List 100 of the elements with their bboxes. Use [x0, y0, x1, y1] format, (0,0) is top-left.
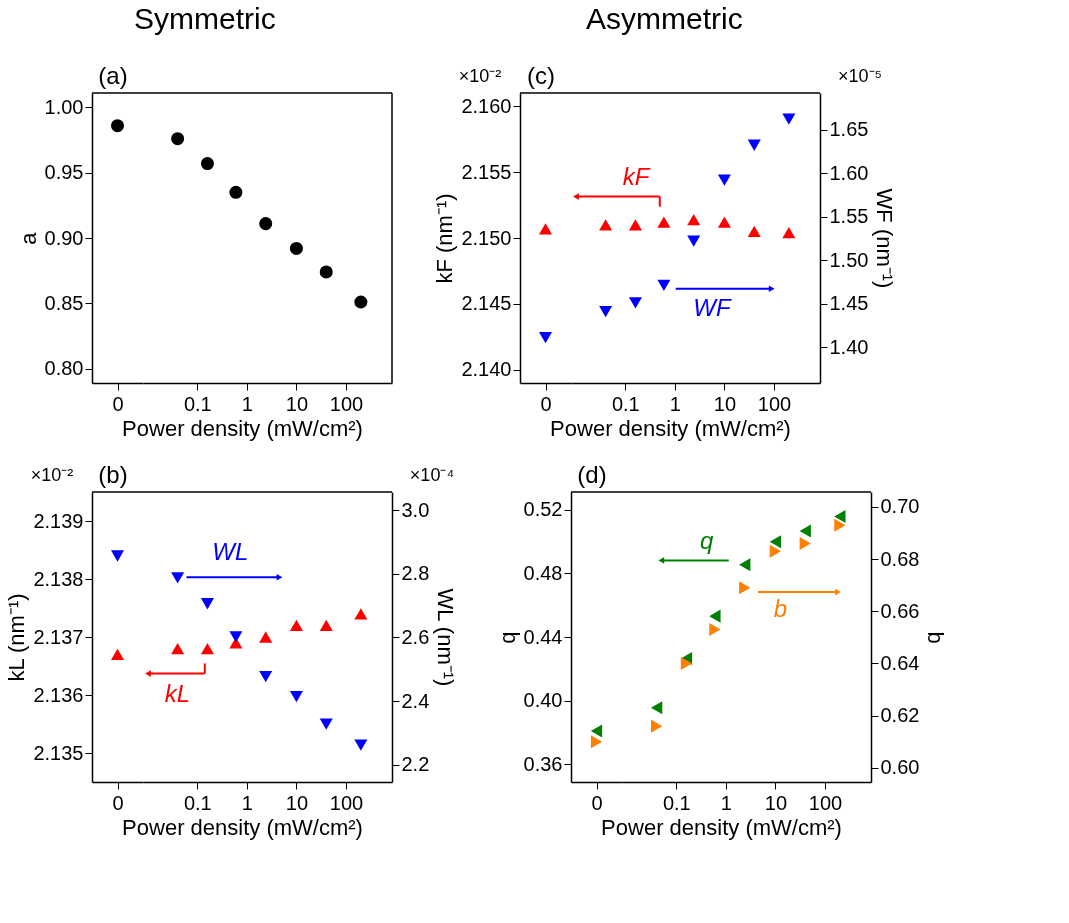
y-axis-title: a	[15, 231, 41, 245]
point	[200, 598, 214, 610]
y-tick-label: 0.90	[44, 226, 84, 249]
point	[747, 139, 761, 151]
point	[599, 305, 613, 318]
point	[289, 691, 303, 703]
point	[717, 216, 731, 228]
point	[259, 631, 273, 643]
point	[717, 174, 731, 186]
x-tick-label: 1	[241, 791, 253, 814]
x-tick-label: 100	[757, 392, 792, 415]
point	[171, 642, 185, 655]
point	[657, 216, 671, 228]
point	[687, 213, 701, 226]
y-tick-label: 2.137	[33, 625, 84, 648]
point	[200, 157, 214, 171]
y-tick-label: 2.135	[33, 741, 84, 764]
chart-title: Symmetric	[134, 2, 276, 35]
y2-tick-label: 1.65	[829, 118, 869, 141]
y-tick-label: 2.145	[461, 292, 512, 315]
x-tick-label: 100	[808, 791, 843, 814]
y-tick-label: 2.138	[33, 567, 84, 590]
y-tick-label: 0.52	[523, 498, 563, 521]
point	[650, 719, 663, 733]
y-tick-label: 2.155	[461, 160, 512, 183]
y-tick-label: 2.150	[461, 226, 512, 249]
x-tick-label: 10	[285, 791, 309, 814]
y-tick-label: 0.80	[44, 357, 84, 380]
text: (b)	[98, 461, 128, 488]
point	[769, 544, 782, 558]
point	[769, 535, 782, 549]
y-tick-label: 2.136	[33, 683, 84, 706]
text: ×10⁻⁵	[838, 66, 882, 86]
y-tick-label: 0.40	[523, 689, 563, 712]
text: (c)	[527, 62, 555, 89]
x-tick-label: 0	[591, 791, 603, 814]
x-axis-title: Power density (mW/cm²)	[122, 814, 363, 840]
y2-tick-label: 0.66	[880, 599, 920, 622]
x-tick-label: 0.1	[183, 392, 212, 415]
point	[709, 609, 721, 623]
point	[657, 279, 671, 292]
point	[289, 619, 303, 632]
x-tick-label: 1	[720, 791, 732, 814]
point	[171, 132, 185, 146]
point	[599, 219, 613, 231]
point	[739, 581, 751, 595]
x-tick-label: 0	[112, 392, 124, 415]
point	[319, 718, 333, 730]
y2-tick-label: 2.8	[401, 562, 430, 585]
x-tick-label: 0.1	[183, 791, 212, 814]
y-tick-label: 0.48	[523, 561, 563, 584]
y2-axis-title: b	[923, 631, 949, 644]
y2-axis-title: WL (nm⁻¹)	[433, 588, 459, 687]
y-tick-label: 2.140	[461, 358, 512, 381]
y2-tick-label: 1.45	[829, 292, 869, 315]
x-axis-title: Power density (mW/cm²)	[601, 814, 842, 840]
point	[747, 225, 761, 238]
point	[628, 219, 642, 231]
x-tick-label: 0.1	[662, 791, 691, 814]
x-tick-label: 10	[713, 392, 737, 415]
y2-tick-label: 1.55	[829, 205, 869, 228]
point	[709, 623, 721, 637]
y2-tick-label: 1.50	[829, 248, 869, 271]
point	[680, 656, 693, 671]
x-tick-label: 100	[329, 392, 364, 415]
y2-tick-label: 0.68	[880, 547, 920, 570]
text: ×10⁻⁴	[409, 465, 455, 485]
y2-tick-label: 2.4	[401, 689, 430, 712]
point	[628, 297, 642, 309]
series-label: kF	[622, 162, 651, 190]
point	[229, 185, 243, 199]
x-axis-title: Power density (mW/cm²)	[122, 415, 363, 441]
x-tick-label: 10	[764, 791, 788, 814]
x-tick-label: 100	[329, 791, 364, 814]
y-tick-label: 2.160	[461, 94, 512, 117]
y-tick-label: 1.00	[44, 95, 84, 118]
x-tick-label: 0	[112, 791, 124, 814]
y-axis-title: kF (nm⁻¹)	[432, 193, 458, 284]
y-tick-label: 0.44	[523, 625, 563, 648]
y2-tick-label: 0.62	[880, 704, 920, 727]
point	[799, 524, 811, 538]
x-tick-label: 1	[669, 392, 681, 415]
text: (d)	[577, 461, 607, 488]
point	[739, 558, 751, 572]
point	[687, 235, 701, 247]
y-axis-title: kL (nm⁻¹)	[4, 593, 30, 682]
y-tick-label: 0.36	[523, 752, 563, 775]
y2-tick-label: 2.2	[401, 753, 430, 776]
point	[171, 572, 185, 584]
x-tick-label: 10	[285, 392, 309, 415]
point	[650, 701, 663, 715]
x-tick-label: 0.1	[611, 392, 640, 415]
chart-title: Asymmetric	[586, 2, 743, 35]
point	[319, 619, 333, 632]
legend-label: WF	[693, 293, 732, 321]
point	[229, 631, 243, 643]
y2-tick-label: 0.70	[880, 495, 920, 518]
series-label: q	[699, 527, 714, 555]
y-tick-label: 2.139	[33, 509, 84, 532]
y2-tick-label: 0.60	[880, 756, 920, 779]
